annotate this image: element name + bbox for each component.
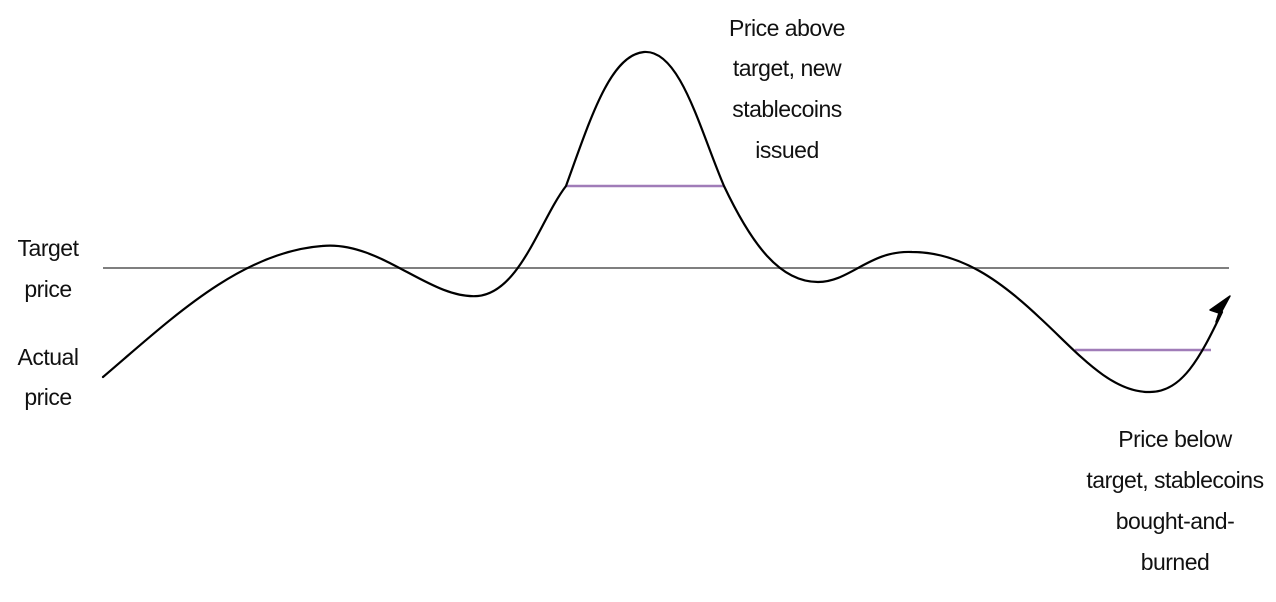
actual-price-label: Actual price [18,344,79,410]
below-target-annotation-line-1: Price below [1118,426,1232,452]
below-target-annotation-line-4: burned [1141,549,1210,575]
actual-price-label-line-2: price [24,384,71,410]
actual-price-curve [101,50,1224,394]
below-target-annotation-line-2: target, stablecoins [1086,467,1263,493]
below-target-annotation-line-3: bought-and- [1116,508,1235,534]
target-price-label-line-1: Target [18,235,80,261]
target-price-label-line-2: price [24,276,71,302]
below-target-annotation: Price below target, stablecoins bought-a… [1086,426,1264,575]
above-target-annotation-line-4: issued [755,137,818,163]
above-target-annotation-line-3: stablecoins [732,96,842,122]
above-target-annotation-line-2: target, new [733,55,842,81]
actual-price-label-line-1: Actual [18,344,79,370]
arrow-head-icon [1209,295,1231,323]
above-target-annotation: Price above target, new stablecoins issu… [729,15,845,163]
above-target-annotation-line-1: Price above [729,15,845,41]
target-price-label: Target price [18,235,81,302]
